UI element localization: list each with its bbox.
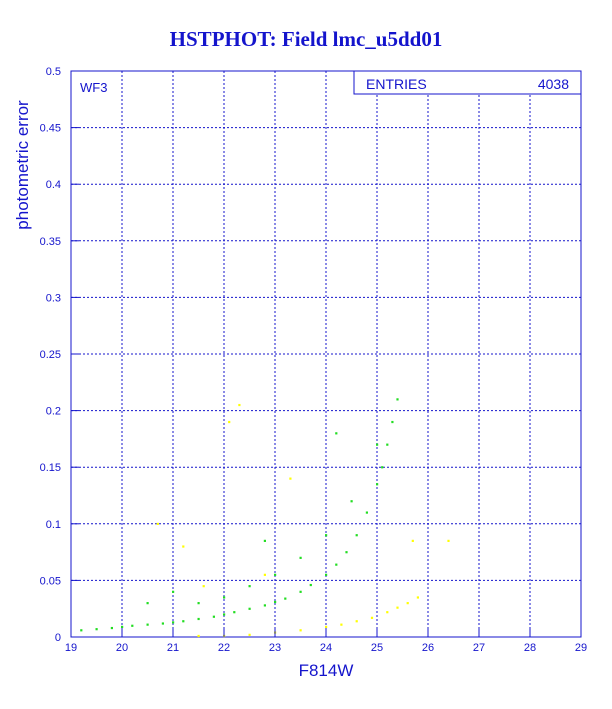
data-point	[376, 443, 379, 446]
data-point	[289, 477, 292, 480]
data-point	[274, 573, 277, 576]
x-tick-label: 24	[320, 642, 332, 654]
x-tick-label: 20	[116, 642, 128, 654]
y-tick-label: 0.15	[40, 462, 61, 474]
data-point	[391, 420, 394, 424]
data-point	[248, 607, 251, 610]
stats-box: ENTRIES 4038	[353, 70, 582, 95]
data-point	[80, 629, 83, 632]
stats-box-frame	[353, 70, 582, 95]
panel-label: WF3	[80, 80, 107, 95]
chart-title: HSTPHOT: Field lmc_u5dd01	[170, 27, 443, 51]
stats-entries-value: 4038	[538, 76, 569, 92]
data-point	[263, 604, 266, 607]
data-point	[345, 551, 348, 554]
data-point	[325, 625, 328, 629]
x-tick-label: 28	[524, 642, 536, 654]
data-point	[335, 563, 338, 566]
x-tick-label: 19	[65, 642, 77, 654]
data-point	[202, 585, 205, 588]
data-point	[396, 606, 399, 609]
data-point	[95, 628, 98, 631]
data-point	[299, 556, 302, 559]
data-point	[238, 403, 241, 407]
data-point	[386, 611, 389, 614]
x-tick-label: 29	[575, 642, 587, 654]
data-point	[381, 466, 384, 469]
data-point	[197, 634, 200, 638]
y-axis-label: photometric error	[13, 100, 32, 230]
y-tick-label: 0.5	[46, 66, 61, 78]
data-point	[182, 545, 185, 548]
data-point	[146, 602, 149, 605]
x-axis-ticks: 19 20 21 22 23 24 25 26 27 28 29	[65, 629, 587, 654]
y-tick-label: 0.25	[40, 349, 61, 361]
data-point	[110, 626, 113, 630]
data-point	[325, 534, 328, 537]
data-point	[172, 621, 175, 624]
data-point	[146, 623, 149, 626]
data-point	[386, 443, 389, 446]
data-point	[350, 500, 353, 503]
data-point	[396, 398, 399, 401]
data-point	[365, 511, 368, 514]
data-point	[274, 600, 277, 604]
y-tick-label: 0.35	[40, 236, 61, 248]
x-tick-label: 26	[422, 642, 434, 654]
y-tick-label: 0.4	[46, 179, 61, 191]
data-point	[131, 624, 134, 627]
data-point	[121, 625, 124, 629]
data-point	[299, 629, 302, 632]
data-point	[263, 539, 266, 542]
data-point	[197, 617, 200, 621]
data-point	[248, 633, 251, 636]
y-tick-label: 0.3	[46, 292, 61, 304]
grid-lines	[71, 71, 581, 637]
data-point	[416, 596, 419, 599]
data-point	[233, 611, 236, 614]
data-point	[263, 573, 266, 576]
y-tick-label: 0.1	[46, 519, 61, 531]
data-point	[197, 602, 200, 605]
stats-entries-label: ENTRIES	[366, 76, 427, 92]
y-tick-label: 0.05	[40, 575, 61, 587]
data-point	[161, 622, 164, 625]
x-tick-label: 21	[167, 642, 179, 654]
y-axis-ticks: 0 0.05 0.1 0.15 0.2 0.25 0.3 0.35 0.4 0.45 0.5	[40, 66, 79, 644]
x-tick-label: 22	[218, 642, 230, 654]
data-point	[223, 596, 226, 599]
data-point	[411, 539, 414, 542]
data-point	[212, 615, 215, 618]
data-point	[376, 483, 379, 486]
data-point	[299, 590, 302, 593]
x-tick-label: 25	[371, 642, 383, 654]
x-tick-label: 27	[473, 642, 485, 654]
y-tick-label: 0	[55, 632, 61, 644]
data-point	[406, 602, 409, 605]
data-point	[172, 590, 175, 593]
data-point	[156, 522, 159, 525]
y-tick-label: 0.2	[46, 406, 61, 418]
data-point	[355, 534, 358, 537]
x-tick-label: 23	[269, 642, 281, 654]
data-point	[248, 585, 251, 588]
data-point	[223, 613, 226, 616]
data-point	[335, 432, 338, 435]
data-point	[340, 623, 343, 626]
data-point	[182, 620, 185, 623]
data-point	[284, 597, 287, 600]
data-point	[447, 539, 450, 542]
y-tick-label: 0.45	[40, 123, 61, 135]
data-point	[370, 616, 374, 619]
data-point	[228, 420, 231, 424]
data-point	[355, 620, 358, 623]
data-point	[309, 583, 312, 587]
data-point	[325, 573, 328, 576]
x-axis-label: F814W	[299, 661, 354, 680]
